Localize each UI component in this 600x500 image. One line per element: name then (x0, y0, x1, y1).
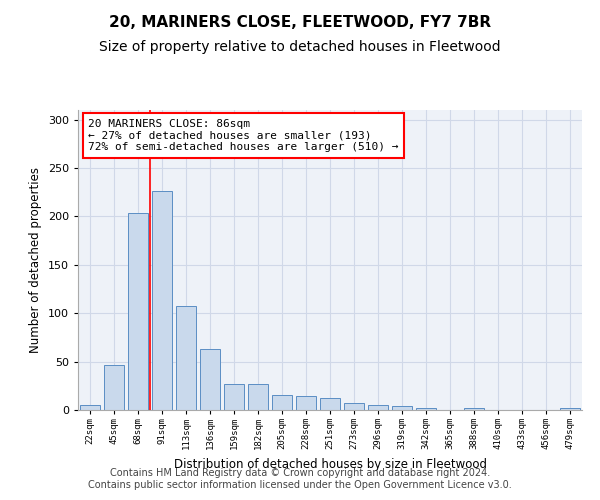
Bar (104, 366, 124, 410)
Y-axis label: Number of detached properties: Number of detached properties (29, 167, 42, 353)
Bar (248, 384, 268, 410)
Bar (200, 349, 220, 410)
Bar (296, 396, 316, 410)
Bar (80, 405, 100, 410)
Bar (224, 384, 244, 410)
Text: Size of property relative to detached houses in Fleetwood: Size of property relative to detached ho… (99, 40, 501, 54)
Text: 20 MARINERS CLOSE: 86sqm
← 27% of detached houses are smaller (193)
72% of semi-: 20 MARINERS CLOSE: 86sqm ← 27% of detach… (88, 119, 398, 152)
Bar (272, 396, 292, 410)
Bar (176, 306, 196, 410)
Bar (392, 406, 412, 410)
Bar (416, 408, 436, 410)
X-axis label: Distribution of detached houses by size in Fleetwood: Distribution of detached houses by size … (173, 458, 487, 470)
Bar (368, 405, 388, 410)
Text: Contains HM Land Registry data © Crown copyright and database right 2024.
Contai: Contains HM Land Registry data © Crown c… (88, 468, 512, 490)
Text: 20, MARINERS CLOSE, FLEETWOOD, FY7 7BR: 20, MARINERS CLOSE, FLEETWOOD, FY7 7BR (109, 15, 491, 30)
Bar (128, 212, 148, 410)
Bar (320, 398, 340, 410)
Bar (560, 408, 580, 410)
Bar (344, 403, 364, 410)
Bar (464, 408, 484, 410)
Bar (152, 192, 172, 410)
